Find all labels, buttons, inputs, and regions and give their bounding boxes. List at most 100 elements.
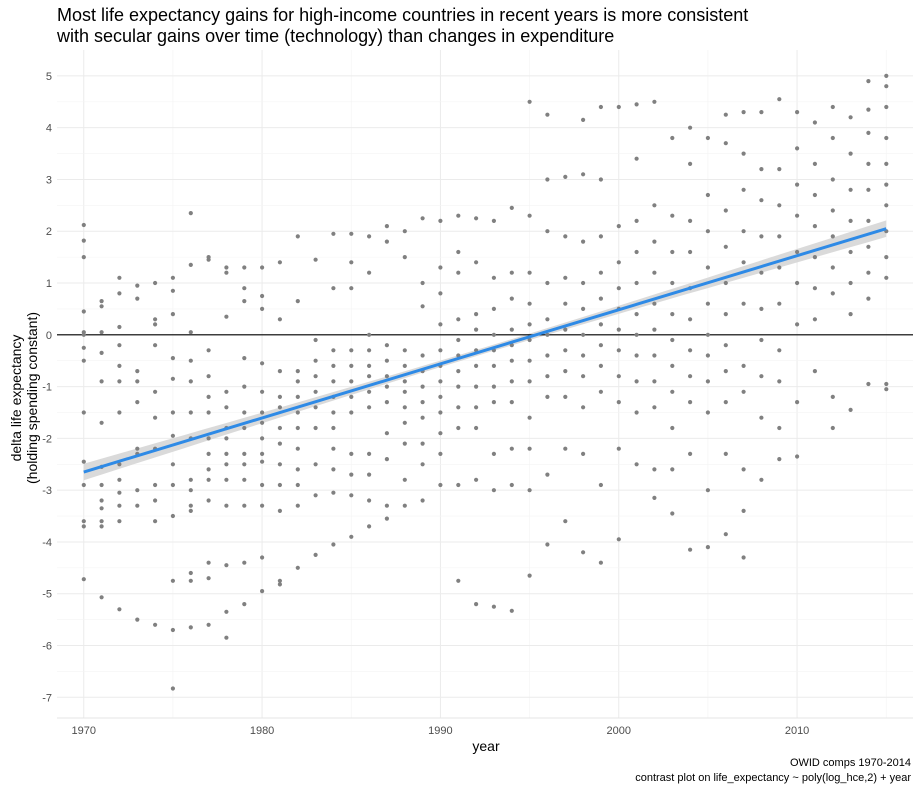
data-point <box>117 379 122 384</box>
data-point <box>563 394 568 399</box>
data-point <box>260 361 265 366</box>
data-point <box>367 524 372 529</box>
data-point <box>848 280 853 286</box>
data-point <box>349 363 354 368</box>
data-point <box>884 135 889 141</box>
data-point <box>795 400 800 405</box>
data-point <box>438 394 443 399</box>
data-point <box>117 410 122 415</box>
data-point <box>260 389 265 394</box>
data-point <box>509 400 514 405</box>
data-point <box>866 270 871 275</box>
data-point <box>652 203 657 208</box>
data-point <box>652 270 657 275</box>
x-axis-title: year <box>472 738 500 754</box>
data-point <box>117 490 122 495</box>
data-point <box>884 84 889 89</box>
data-point <box>170 376 175 381</box>
data-point <box>848 115 853 120</box>
data-point <box>242 286 247 291</box>
data-point <box>741 151 746 156</box>
scatter-points <box>81 73 889 691</box>
data-point <box>367 472 372 477</box>
data-point <box>830 104 835 110</box>
data-point <box>634 462 639 467</box>
data-point <box>313 257 318 262</box>
data-point <box>349 286 354 291</box>
data-point <box>367 374 372 379</box>
data-point <box>812 224 818 229</box>
data-point <box>795 110 800 115</box>
data-point <box>598 560 604 565</box>
data-point <box>581 405 586 410</box>
data-point <box>705 332 711 337</box>
data-point <box>741 467 746 472</box>
data-point <box>153 519 158 524</box>
data-point <box>652 99 657 104</box>
data-point <box>705 488 711 493</box>
data-point <box>545 177 550 182</box>
data-point <box>384 224 389 229</box>
data-point <box>367 389 372 394</box>
data-point <box>723 532 728 537</box>
data-point <box>812 161 818 166</box>
data-point <box>117 324 122 330</box>
y-tick-label: -4 <box>42 537 52 549</box>
data-point <box>260 555 265 560</box>
data-point <box>848 249 853 255</box>
data-point <box>277 394 282 399</box>
x-tick-label: 2000 <box>607 725 631 737</box>
data-point <box>384 431 389 436</box>
data-point <box>438 451 443 456</box>
data-point <box>545 374 550 379</box>
data-point <box>527 301 532 306</box>
data-point <box>509 358 514 363</box>
data-point <box>866 187 871 192</box>
data-point <box>670 213 675 218</box>
data-point <box>135 379 140 384</box>
data-point <box>581 280 586 286</box>
data-point <box>634 102 639 107</box>
data-point <box>224 270 229 275</box>
data-point <box>830 425 835 431</box>
data-point <box>224 405 229 410</box>
data-point <box>616 374 621 379</box>
data-point <box>670 135 675 141</box>
data-point <box>509 446 514 451</box>
data-point <box>705 379 711 384</box>
data-point <box>295 299 300 304</box>
data-point <box>795 454 800 459</box>
data-point <box>598 363 604 368</box>
y-tick-label: -6 <box>42 641 52 653</box>
data-point <box>224 462 229 467</box>
data-point <box>830 208 835 213</box>
data-point <box>242 503 247 508</box>
data-point <box>474 477 479 482</box>
data-point <box>527 337 532 343</box>
data-point <box>402 405 407 410</box>
data-point <box>224 477 229 482</box>
data-point <box>705 545 711 550</box>
data-point <box>153 389 158 394</box>
data-point <box>527 270 532 275</box>
data-point <box>188 578 193 583</box>
data-point <box>652 327 657 332</box>
data-point <box>884 104 889 110</box>
chart-title-line-1: Most life expectancy gains for high-inco… <box>57 5 749 25</box>
data-point <box>688 348 693 353</box>
data-point <box>384 457 389 462</box>
data-point <box>705 229 711 234</box>
data-point <box>153 498 158 503</box>
data-point <box>812 255 818 260</box>
data-point <box>420 280 425 286</box>
data-point <box>688 218 693 223</box>
y-axis-title-line-2: (holding spending constant) <box>24 312 40 484</box>
data-point <box>545 112 550 117</box>
data-point <box>652 495 657 500</box>
data-point <box>598 482 604 488</box>
data-point <box>616 327 621 332</box>
data-point <box>420 304 425 309</box>
data-point <box>81 459 86 464</box>
data-point <box>170 288 175 293</box>
x-tick-label: 1990 <box>428 725 452 737</box>
